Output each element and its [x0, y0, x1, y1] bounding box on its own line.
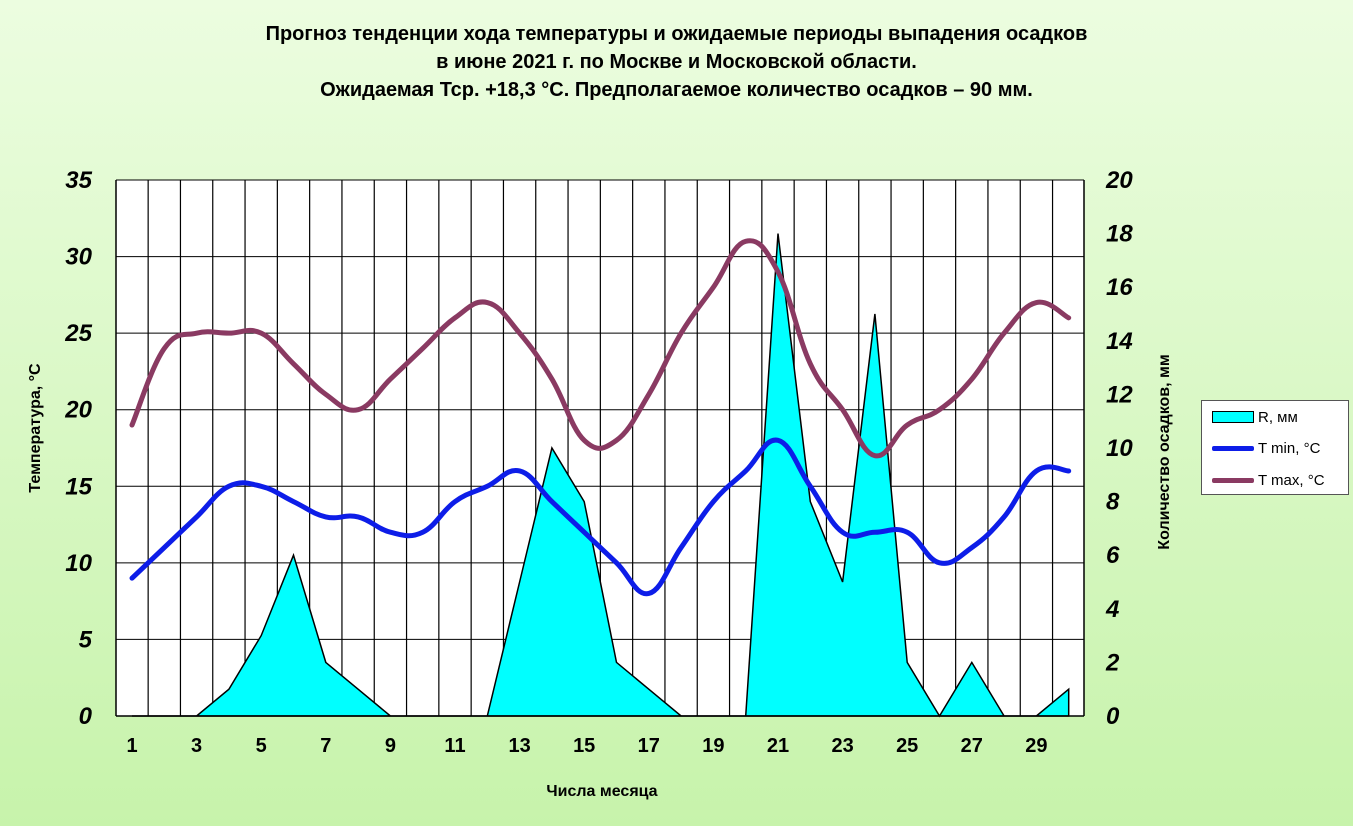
y2-tick-label: 8: [1106, 489, 1120, 516]
y2-tick-label: 18: [1106, 221, 1133, 248]
y-tick-label: 20: [64, 397, 92, 424]
series: [129, 233, 1072, 718]
y2-tick-label: 0: [1106, 703, 1120, 730]
y2-tick-label: 14: [1106, 328, 1133, 355]
x-tick-label: 27: [961, 735, 983, 757]
y-tick-label: 15: [65, 473, 92, 500]
axes: [115, 180, 1085, 717]
x-tick-label: 15: [573, 735, 595, 757]
x-tick-label: 13: [508, 735, 530, 757]
legend-swatch-tmax: [1212, 477, 1254, 483]
y2-tick-label: 4: [1105, 596, 1119, 623]
x-axis-label: Числа месяца: [546, 783, 657, 800]
legend-item-tmin: T min, °C: [1202, 437, 1320, 459]
x-tick-label: 5: [256, 735, 267, 757]
x-tick-label: 23: [831, 735, 853, 757]
legend-label-tmax: T max, °C: [1258, 471, 1325, 489]
y2-tick-label: 6: [1106, 542, 1120, 569]
y2-tick-label: 16: [1106, 274, 1133, 301]
x-tick-label: 7: [320, 735, 331, 757]
legend-swatch-precip: [1212, 411, 1254, 423]
x-tick-label: 21: [767, 735, 789, 757]
legend-item-tmax: T max, °C: [1202, 469, 1325, 491]
x-tick-label: 17: [638, 735, 660, 757]
x-tick-label: 11: [444, 735, 465, 757]
x-tick-label: 3: [191, 735, 202, 757]
y2-tick-label: 10: [1106, 435, 1133, 462]
y-tick-label: 35: [65, 167, 92, 194]
x-tick-label: 25: [896, 735, 918, 757]
legend-label-tmin: T min, °C: [1258, 439, 1321, 457]
chart-title-line-2: в июне 2021 г. по Москве и Московской об…: [436, 51, 917, 73]
y2-tick-label: 2: [1105, 649, 1120, 676]
y-tick-label: 30: [65, 244, 92, 271]
y2-axis-label: Количество осадков, мм: [1156, 354, 1173, 549]
legend-item-precip: R, мм: [1202, 406, 1298, 428]
y-axis-label: Температура, °С: [27, 363, 44, 493]
chart-title-line-3: Ожидаемая Тср. +18,3 °С. Предполагаемое …: [320, 79, 1033, 101]
legend-label-precip: R, мм: [1258, 408, 1298, 426]
x-tick-label: 19: [702, 735, 724, 757]
x-tick-label: 1: [126, 735, 137, 757]
series-precip-area: [132, 233, 1070, 718]
y2-tick-label: 20: [1105, 167, 1133, 194]
series-tmax-line: [129, 238, 1072, 459]
y2-tick-label: 12: [1106, 381, 1133, 408]
y-tick-label: 5: [79, 626, 93, 653]
y-tick-label: 25: [64, 320, 92, 347]
chart-title: Прогноз тенденции хода температуры и ожи…: [0, 20, 1353, 104]
legend-swatch-tmin: [1212, 445, 1254, 451]
x-tick-label: 9: [385, 735, 396, 757]
y-tick-label: 10: [65, 550, 92, 577]
series-tmin-line: [129, 437, 1072, 597]
legend: R, мм T min, °C T max, °C: [1201, 400, 1349, 495]
chart-title-line-1: Прогноз тенденции хода температуры и ожи…: [265, 23, 1088, 45]
x-tick-label: 29: [1025, 735, 1047, 757]
y-tick-label: 0: [79, 703, 93, 730]
